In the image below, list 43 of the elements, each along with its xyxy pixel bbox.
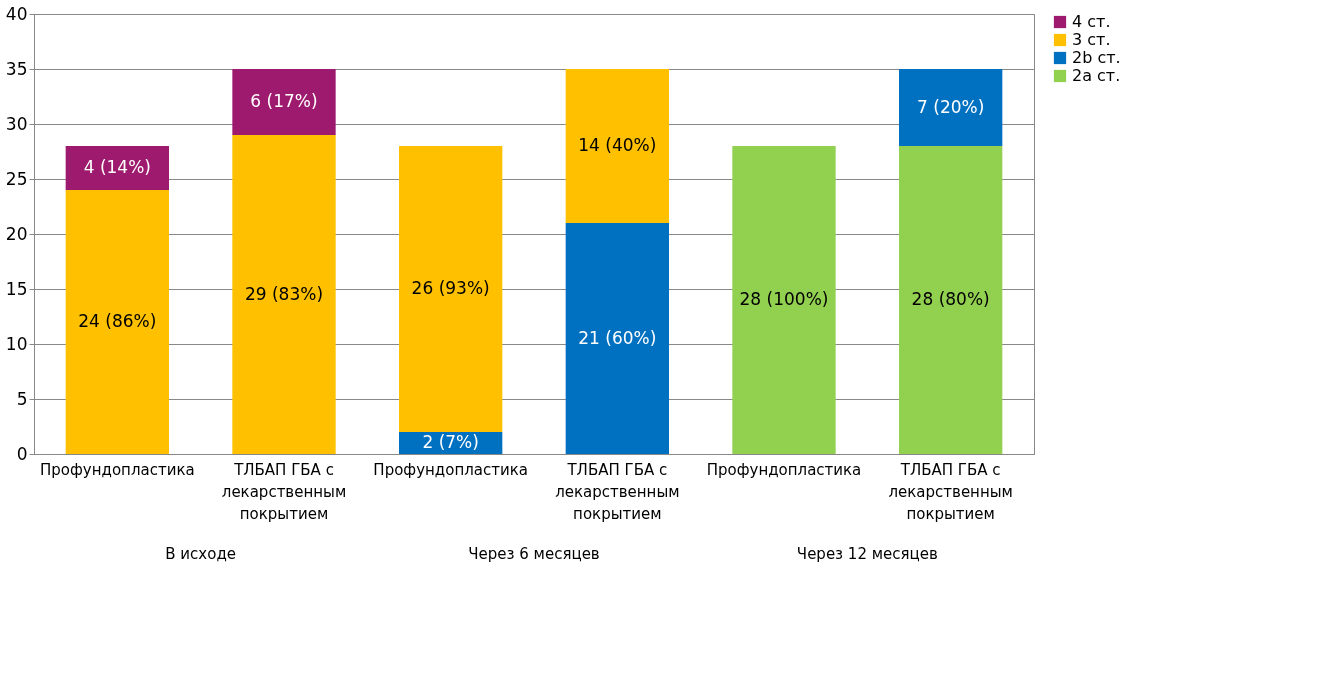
legend-label: 3 ст. <box>1072 30 1111 49</box>
legend-label: 4 ст. <box>1072 12 1111 31</box>
bar <box>565 223 669 454</box>
legend-label: 2а ст. <box>1072 66 1121 85</box>
y-tick-label: 25 <box>5 168 28 189</box>
y-tick-label: 35 <box>5 58 28 79</box>
bar <box>899 69 1003 146</box>
bar <box>399 146 503 432</box>
bar <box>65 190 169 454</box>
bar <box>232 69 336 135</box>
y-tick-label: 0 <box>16 443 28 464</box>
text: Через 12 месяцев <box>796 545 938 563</box>
data-label: 2 (7%) <box>422 432 479 452</box>
x-tick-label: Профундопластика <box>706 460 862 479</box>
text: В исходе <box>165 545 237 563</box>
legend-label: 2b ст. <box>1072 48 1121 67</box>
x-tick-label: ТЛБАП ГБА с лекарственным покрытием <box>888 460 1013 523</box>
data-label: 26 (93%) <box>411 278 490 298</box>
data-label: 24 (86%) <box>78 311 157 331</box>
y-tick-label: 15 <box>5 278 28 299</box>
y-tick-label: 20 <box>5 223 28 244</box>
bar <box>732 146 836 454</box>
y-tick-label: 30 <box>5 113 28 134</box>
bar <box>565 69 669 223</box>
data-label: 6 (17%) <box>250 91 318 111</box>
y-tick-label: 40 <box>5 3 28 24</box>
bar <box>232 135 336 454</box>
data-label: 29 (83%) <box>244 283 324 304</box>
bar <box>65 146 169 190</box>
bar <box>899 146 1003 454</box>
x-tick-label: Профундопластика <box>373 460 528 479</box>
y-tick-label: 10 <box>5 333 28 354</box>
x-tick-label: ТЛБАП ГБА с лекарственным покрытием <box>555 460 680 523</box>
x-tick-label: Профундопластика <box>40 460 195 479</box>
data-label: 14 (40%) <box>578 135 657 155</box>
data-label: 21 (60%) <box>578 327 657 348</box>
data-label: 4 (14%) <box>83 157 151 177</box>
y-tick-label: 5 <box>16 388 28 409</box>
x-tick-label: ТЛБАП ГБА с лекарственным покрытием <box>221 460 347 523</box>
data-label: 28 (100%) <box>739 289 829 309</box>
data-label: 7 (20%) <box>917 96 985 117</box>
text: Через 6 месяцев <box>468 545 600 563</box>
data-label: 28 (80%) <box>911 289 990 309</box>
